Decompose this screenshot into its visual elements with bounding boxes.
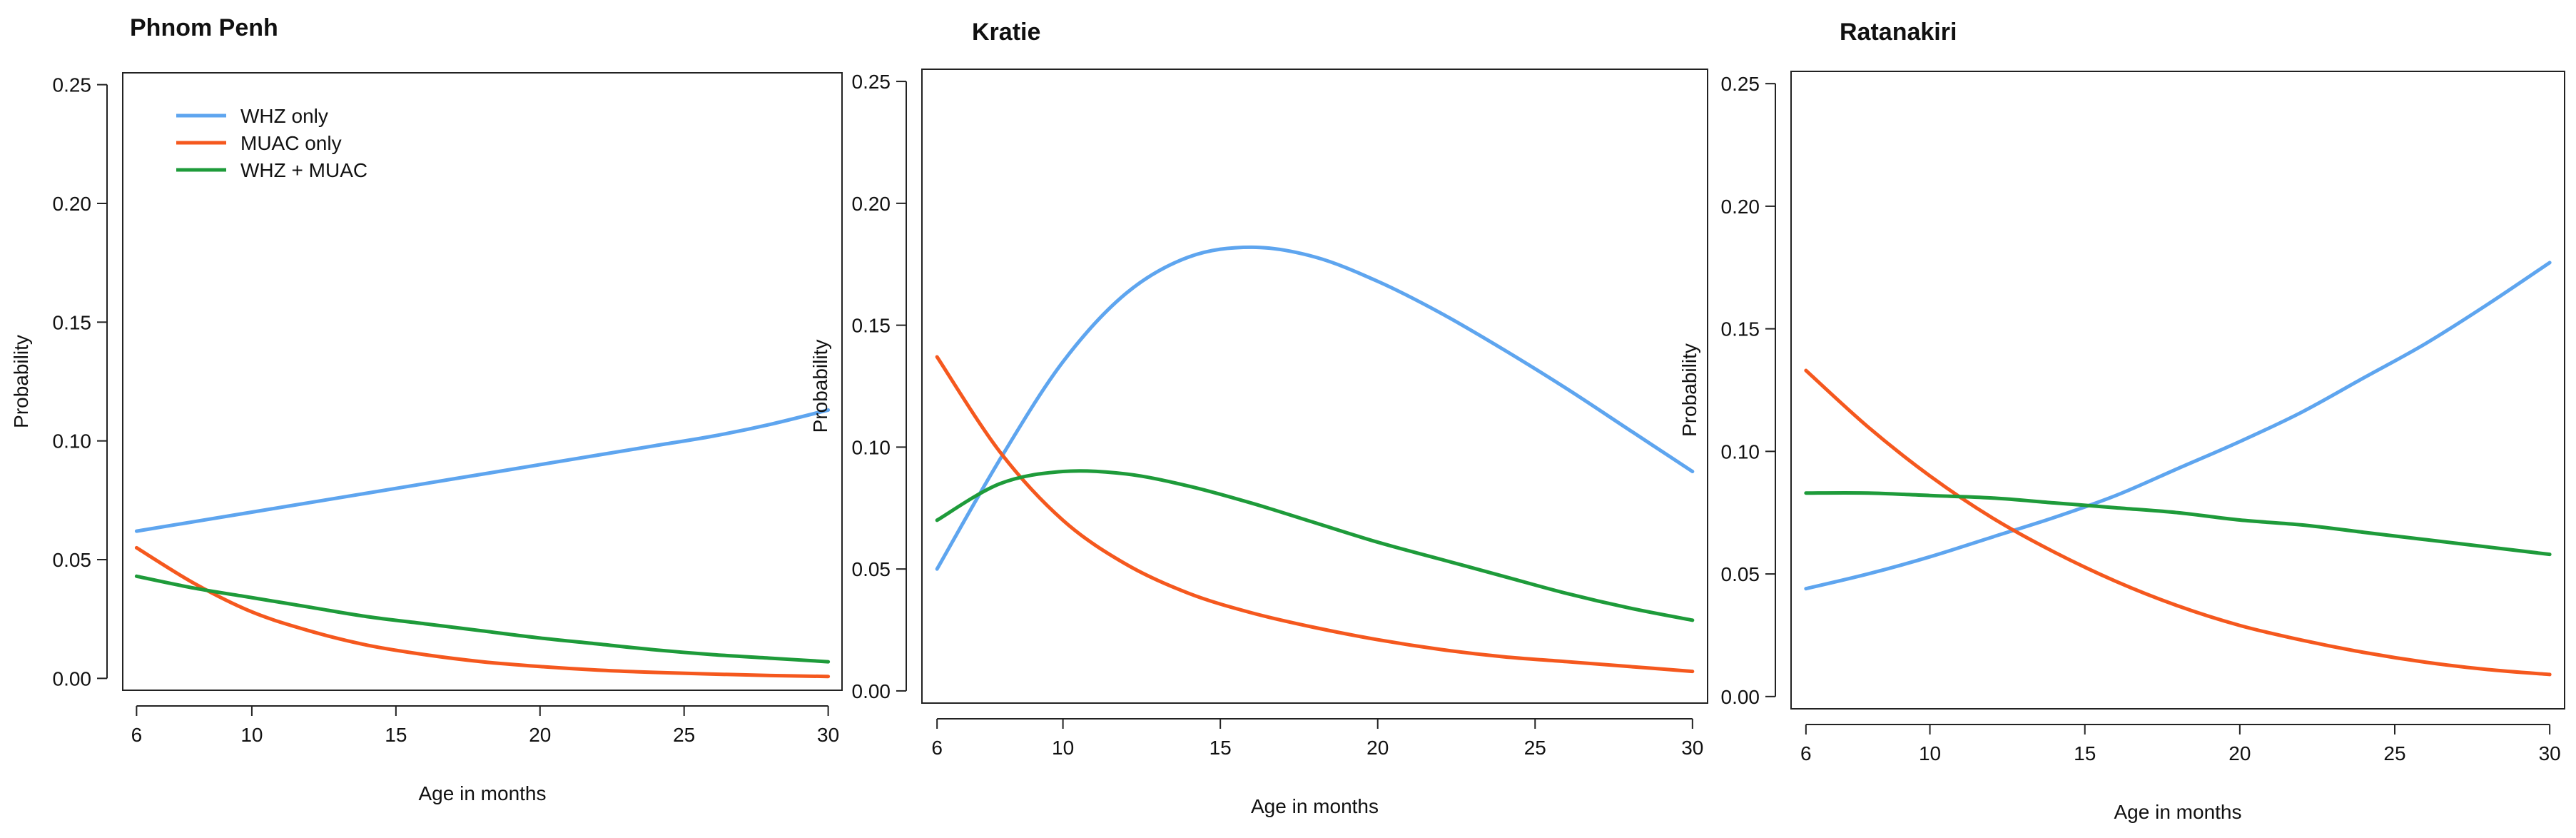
y-tick-label: 0.25 xyxy=(1721,73,1760,95)
x-axis-label: Age in months xyxy=(419,782,547,804)
y-tick-label: 0.15 xyxy=(53,311,92,333)
x-tick-label: 30 xyxy=(2539,742,2561,764)
x-tick-label: 6 xyxy=(1800,742,1812,764)
y-tick-label: 0.00 xyxy=(852,680,891,702)
legend-label-whz-muac: WHZ + MUAC xyxy=(240,159,367,181)
x-tick-label: 30 xyxy=(817,724,839,746)
x-tick-label: 10 xyxy=(240,724,263,746)
chart-panel-1: Phnom Penh 6 10 15 20 25 30 0.00 0.05 0.10 0.15 0.2… xyxy=(10,14,843,804)
series-line-muac-only xyxy=(134,545,831,679)
y-axis-label: Probability xyxy=(809,340,831,433)
plot-frame xyxy=(122,72,843,691)
y-tick-label: 0.10 xyxy=(1721,440,1760,463)
y-axis-label: Probability xyxy=(1678,343,1700,437)
series-line-whz-only xyxy=(935,245,1695,571)
x-tick-label: 20 xyxy=(529,724,551,746)
y-tick-label: 0.05 xyxy=(53,549,92,571)
x-axis-label: Age in months xyxy=(1251,795,1379,817)
series-line-muac-only xyxy=(935,355,1695,674)
x-tick-label: 30 xyxy=(1681,737,1703,759)
y-tick-label: 0.00 xyxy=(53,667,92,690)
y-tick-label: 0.05 xyxy=(852,558,891,580)
chart-title: Phnom Penh xyxy=(130,14,278,41)
y-tick-label: 0.10 xyxy=(852,436,891,458)
chart-title: Kratie xyxy=(972,19,1040,46)
y-axis-label: Probability xyxy=(10,335,32,428)
series-line-whz-muac xyxy=(134,574,831,664)
plot-frame xyxy=(921,69,1708,704)
plot-frame xyxy=(1790,71,2565,710)
series-line-muac-only xyxy=(1804,368,2552,677)
chart-panel-2: Kratie 6 10 15 20 25 30 0.00 0.05 0.10 0.15 0.20 0.2… xyxy=(809,19,1708,817)
y-tick-label: 0.25 xyxy=(852,71,891,93)
chart-title: Ratanakiri xyxy=(1840,19,1957,46)
x-tick-label: 10 xyxy=(1052,737,1074,759)
x-tick-label: 25 xyxy=(2383,742,2405,764)
x-axis-label: Age in months xyxy=(2114,801,2242,823)
x-tick-label: 20 xyxy=(2228,742,2251,764)
x-tick-label: 6 xyxy=(131,724,143,746)
series-line-whz-muac xyxy=(935,469,1695,622)
x-tick-label: 10 xyxy=(1919,742,1941,764)
legend: WHZ only MUAC only WHZ + MUAC xyxy=(176,105,367,181)
series-line-whz-only xyxy=(134,408,831,533)
chart-panel-3: Ratanakiri 6 10 15 20 25 30 0.00 0.05 0.10 0.15 0.2… xyxy=(1678,19,2565,823)
y-tick-label: 0.20 xyxy=(1721,196,1760,218)
y-tick-label: 0.20 xyxy=(53,193,92,215)
x-tick-label: 6 xyxy=(931,737,943,759)
x-tick-label: 15 xyxy=(1210,737,1232,759)
series-line-whz-only xyxy=(1804,261,2552,591)
y-tick-label: 0.15 xyxy=(1721,318,1760,340)
x-tick-label: 25 xyxy=(673,724,695,746)
x-tick-label: 15 xyxy=(385,724,407,746)
legend-label-whz-only: WHZ only xyxy=(240,105,328,127)
y-tick-label: 0.25 xyxy=(53,74,92,96)
x-tick-label: 20 xyxy=(1366,737,1389,759)
series-line-whz-muac xyxy=(1804,491,2552,557)
x-tick-label: 15 xyxy=(2074,742,2096,764)
legend-label-muac-only: MUAC only xyxy=(240,132,342,154)
y-tick-label: 0.00 xyxy=(1721,686,1760,708)
y-tick-label: 0.20 xyxy=(852,193,891,215)
x-tick-label: 25 xyxy=(1524,737,1546,759)
y-tick-label: 0.05 xyxy=(1721,563,1760,585)
y-tick-label: 0.15 xyxy=(852,315,891,337)
y-tick-label: 0.10 xyxy=(53,430,92,453)
